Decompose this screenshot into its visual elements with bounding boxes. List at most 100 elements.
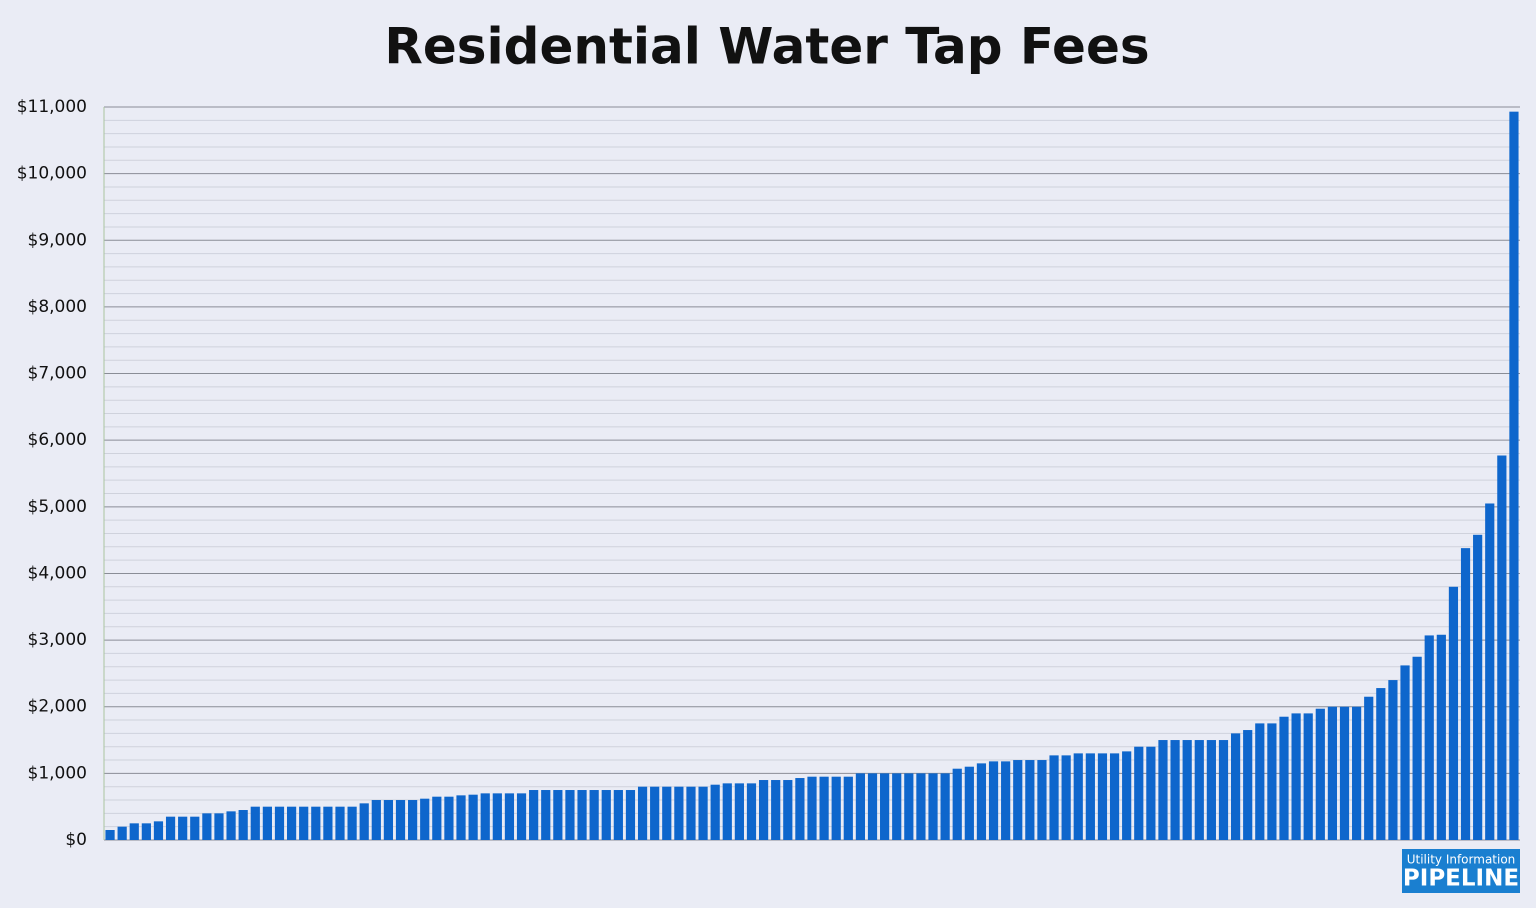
bar bbox=[637, 786, 648, 840]
bar bbox=[383, 800, 394, 840]
bar bbox=[1485, 503, 1495, 840]
bar bbox=[819, 776, 829, 840]
bar bbox=[1218, 740, 1229, 840]
bar bbox=[286, 806, 297, 840]
bar bbox=[952, 768, 962, 840]
logo: Utility Information PIPELINE bbox=[1402, 849, 1520, 893]
bar bbox=[928, 773, 938, 840]
bar bbox=[1170, 740, 1180, 840]
bar bbox=[1206, 740, 1216, 840]
bar bbox=[807, 776, 817, 840]
y-tick-label: $5,000 bbox=[28, 497, 87, 517]
bar bbox=[1327, 706, 1338, 840]
bar bbox=[662, 786, 672, 840]
bar bbox=[456, 795, 466, 840]
bar bbox=[190, 816, 200, 840]
bar bbox=[444, 796, 454, 840]
bar bbox=[274, 806, 285, 840]
bar bbox=[734, 783, 744, 840]
chart-title: Residential Water Tap Fees bbox=[384, 18, 1149, 76]
bar bbox=[129, 823, 139, 840]
bar bbox=[892, 773, 902, 840]
bar bbox=[1097, 753, 1108, 840]
bar bbox=[855, 773, 866, 840]
bar bbox=[674, 786, 684, 840]
bar bbox=[1037, 760, 1047, 840]
bar bbox=[250, 806, 260, 840]
bar bbox=[238, 810, 248, 840]
bar bbox=[867, 773, 878, 840]
y-tick-label: $10,000 bbox=[17, 164, 87, 184]
bar bbox=[371, 800, 381, 840]
bar bbox=[504, 793, 515, 840]
y-tick-label: $11,000 bbox=[17, 97, 87, 117]
bar bbox=[1388, 680, 1398, 840]
bar bbox=[710, 784, 720, 840]
bar bbox=[831, 776, 841, 840]
y-tick-label: $4,000 bbox=[28, 563, 87, 583]
bar bbox=[686, 786, 696, 840]
bar bbox=[299, 806, 309, 840]
bar bbox=[976, 763, 987, 840]
bar bbox=[178, 816, 188, 840]
bar bbox=[1448, 586, 1459, 840]
logo-line1: Utility Information bbox=[1407, 853, 1516, 867]
y-tick-label: $8,000 bbox=[28, 297, 87, 317]
bar bbox=[480, 793, 490, 840]
bar bbox=[516, 793, 527, 840]
bar bbox=[553, 790, 563, 840]
bar bbox=[880, 773, 890, 840]
bar bbox=[1158, 740, 1168, 840]
bar bbox=[359, 803, 369, 840]
bar bbox=[262, 806, 272, 840]
bar bbox=[1267, 723, 1277, 840]
bar bbox=[1134, 746, 1144, 840]
bar bbox=[916, 773, 926, 840]
bar bbox=[1339, 706, 1350, 840]
bar bbox=[1061, 755, 1071, 840]
bar bbox=[1122, 751, 1132, 840]
y-tick-label: $6,000 bbox=[28, 430, 87, 450]
bar bbox=[1146, 746, 1156, 840]
bar bbox=[1025, 760, 1035, 840]
bar bbox=[323, 806, 333, 840]
bar bbox=[1303, 713, 1313, 840]
bar bbox=[1013, 760, 1023, 840]
bar bbox=[1400, 665, 1410, 840]
bar bbox=[940, 773, 950, 840]
bar bbox=[1364, 696, 1374, 840]
bar bbox=[1412, 656, 1422, 840]
bar bbox=[1230, 733, 1241, 840]
bar bbox=[311, 806, 321, 840]
bar bbox=[529, 790, 539, 840]
y-tick-label: $2,000 bbox=[28, 697, 87, 717]
bar bbox=[988, 761, 999, 840]
bar bbox=[625, 790, 636, 840]
bar bbox=[1460, 548, 1471, 840]
bar bbox=[165, 816, 176, 840]
bar bbox=[1291, 713, 1301, 840]
bar bbox=[1085, 753, 1095, 840]
bar bbox=[432, 796, 442, 840]
bar bbox=[577, 790, 587, 840]
y-tick-label: $3,000 bbox=[28, 630, 87, 650]
bar bbox=[1255, 723, 1265, 840]
bar bbox=[1497, 455, 1507, 840]
bar bbox=[105, 830, 115, 840]
bar bbox=[468, 794, 478, 840]
bar bbox=[758, 780, 769, 840]
bar bbox=[650, 786, 660, 840]
bar bbox=[1279, 716, 1289, 840]
bar bbox=[565, 790, 575, 840]
bar bbox=[601, 790, 611, 840]
bar bbox=[226, 811, 236, 840]
bar bbox=[1352, 706, 1362, 840]
bar bbox=[771, 780, 781, 840]
bar bbox=[1049, 755, 1059, 840]
bar bbox=[1073, 753, 1083, 840]
bar bbox=[698, 786, 708, 840]
bar bbox=[420, 798, 430, 840]
logo-line2: PIPELINE bbox=[1403, 866, 1519, 892]
bar bbox=[214, 813, 224, 840]
